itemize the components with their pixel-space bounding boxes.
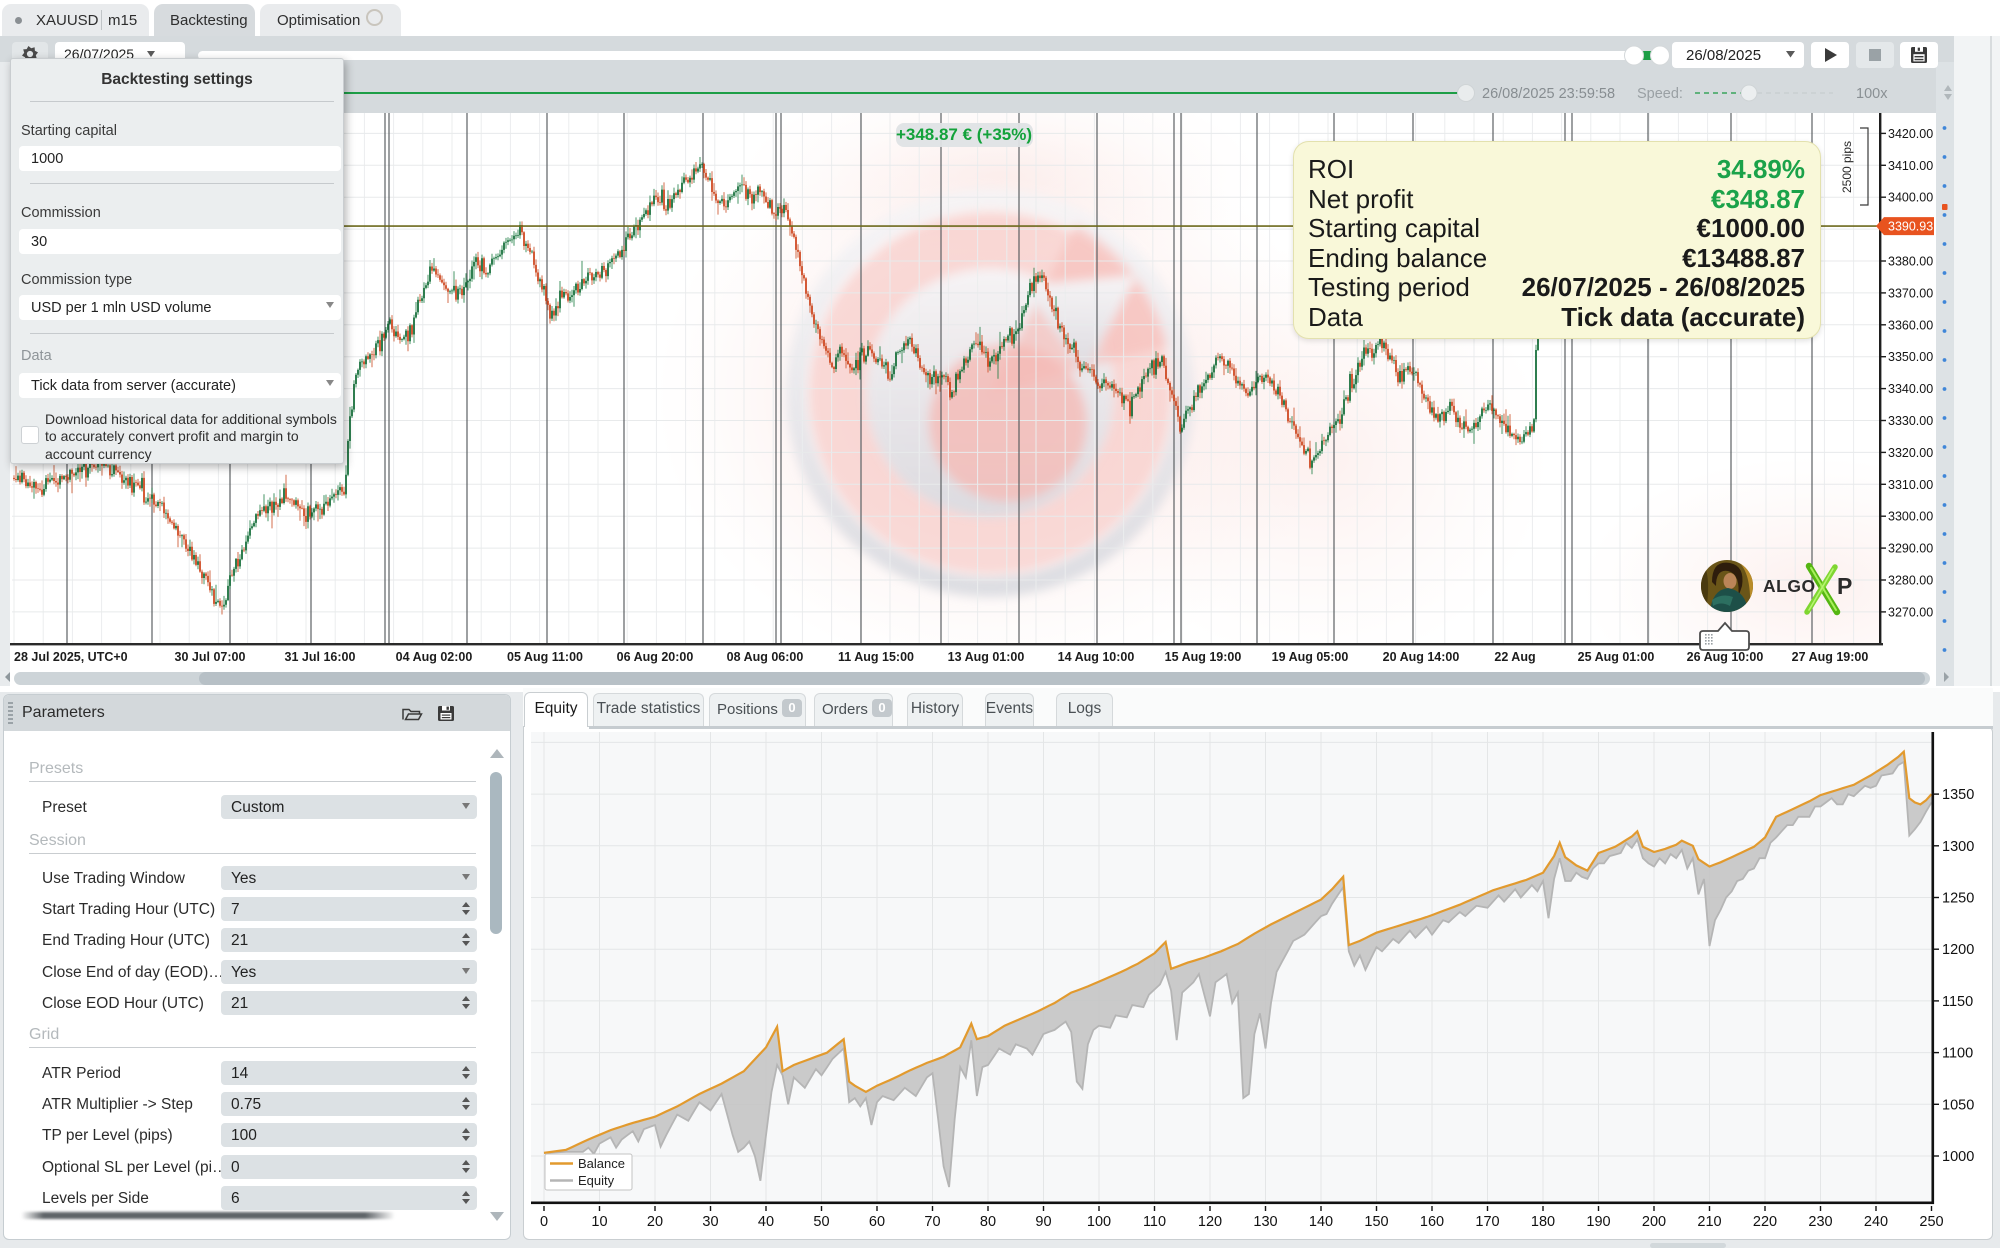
svg-text:19 Aug 05:00: 19 Aug 05:00 xyxy=(1272,650,1349,664)
svg-text:120: 120 xyxy=(1198,1214,1222,1230)
svg-text:+348.87 € (+35%): +348.87 € (+35%) xyxy=(896,125,1032,144)
svg-text:220: 220 xyxy=(1753,1214,1777,1230)
svg-text:0: 0 xyxy=(540,1214,548,1230)
svg-text:30: 30 xyxy=(702,1214,718,1230)
svg-text:1300: 1300 xyxy=(1942,839,1974,855)
svg-text:100: 100 xyxy=(1087,1214,1111,1230)
svg-text:50: 50 xyxy=(813,1214,829,1230)
svg-text:140: 140 xyxy=(1309,1214,1333,1230)
svg-text:26/08/2025 23:59:58: 26/08/2025 23:59:58 xyxy=(1482,86,1615,102)
svg-text:3270.00: 3270.00 xyxy=(1888,605,1933,619)
svg-text:27 Aug 19:00: 27 Aug 19:00 xyxy=(1792,650,1869,664)
svg-text:Speed:: Speed: xyxy=(1637,86,1683,102)
svg-text:3290.00: 3290.00 xyxy=(1888,542,1933,556)
svg-text:14 Aug 10:00: 14 Aug 10:00 xyxy=(1058,650,1135,664)
svg-text:25 Aug 01:00: 25 Aug 01:00 xyxy=(1578,650,1655,664)
svg-text:3340.00: 3340.00 xyxy=(1888,382,1933,396)
svg-text:05 Aug 11:00: 05 Aug 11:00 xyxy=(507,650,583,664)
svg-text:08 Aug 06:00: 08 Aug 06:00 xyxy=(727,650,804,664)
svg-text:15 Aug 19:00: 15 Aug 19:00 xyxy=(1165,650,1242,664)
svg-text:22 Aug: 22 Aug xyxy=(1494,650,1535,664)
svg-text:3370.00: 3370.00 xyxy=(1888,286,1933,300)
svg-text:170: 170 xyxy=(1475,1214,1499,1230)
svg-text:130: 130 xyxy=(1253,1214,1277,1230)
svg-text:04 Aug 02:00: 04 Aug 02:00 xyxy=(396,650,473,664)
svg-text:ALGO: ALGO xyxy=(1763,576,1816,596)
svg-text:3400.00: 3400.00 xyxy=(1888,191,1933,205)
svg-text:20 Aug 14:00: 20 Aug 14:00 xyxy=(1383,650,1460,664)
svg-text:Balance: Balance xyxy=(578,1156,625,1171)
svg-text:3390.93: 3390.93 xyxy=(1888,220,1933,234)
svg-text:1250: 1250 xyxy=(1942,891,1974,907)
svg-text:1050: 1050 xyxy=(1942,1097,1974,1113)
svg-text:70: 70 xyxy=(924,1214,940,1230)
svg-text:1100: 1100 xyxy=(1942,1046,1973,1062)
svg-text:230: 230 xyxy=(1808,1214,1832,1230)
svg-text:250: 250 xyxy=(1919,1214,1943,1230)
svg-text:1150: 1150 xyxy=(1942,994,1973,1010)
svg-text:30 Jul 07:00: 30 Jul 07:00 xyxy=(175,650,246,664)
svg-text:Equity: Equity xyxy=(578,1173,615,1188)
svg-text:2500 pips: 2500 pips xyxy=(1840,141,1854,193)
svg-text:3300.00: 3300.00 xyxy=(1888,510,1933,524)
svg-text:3310.00: 3310.00 xyxy=(1888,478,1933,492)
svg-text:P: P xyxy=(1837,573,1852,599)
svg-text:240: 240 xyxy=(1864,1214,1888,1230)
svg-text:06 Aug 20:00: 06 Aug 20:00 xyxy=(617,650,694,664)
svg-text:100x: 100x xyxy=(1856,86,1888,102)
svg-text:26/08/2025: 26/08/2025 xyxy=(1686,47,1761,64)
svg-text:11 Aug 15:00: 11 Aug 15:00 xyxy=(838,650,914,664)
svg-text:3420.00: 3420.00 xyxy=(1888,127,1933,141)
svg-text:110: 110 xyxy=(1143,1214,1166,1230)
svg-text:1350: 1350 xyxy=(1942,787,1974,803)
svg-text:20: 20 xyxy=(647,1214,663,1230)
svg-text:3280.00: 3280.00 xyxy=(1888,574,1933,588)
svg-text:3380.00: 3380.00 xyxy=(1888,255,1933,269)
svg-text:90: 90 xyxy=(1035,1214,1051,1230)
svg-text:150: 150 xyxy=(1364,1214,1388,1230)
svg-text:210: 210 xyxy=(1697,1214,1721,1230)
svg-text:3320.00: 3320.00 xyxy=(1888,446,1933,460)
svg-text:31 Jul 16:00: 31 Jul 16:00 xyxy=(285,650,356,664)
svg-text:180: 180 xyxy=(1531,1214,1555,1230)
svg-text:10: 10 xyxy=(591,1214,607,1230)
svg-text:3410.00: 3410.00 xyxy=(1888,159,1933,173)
svg-text:13 Aug 01:00: 13 Aug 01:00 xyxy=(948,650,1025,664)
svg-text:160: 160 xyxy=(1420,1214,1444,1230)
svg-text:200: 200 xyxy=(1642,1214,1666,1230)
svg-text:3360.00: 3360.00 xyxy=(1888,318,1933,332)
svg-text:40: 40 xyxy=(758,1214,774,1230)
svg-text:1200: 1200 xyxy=(1942,942,1974,958)
svg-text:26 Aug 10:00: 26 Aug 10:00 xyxy=(1687,650,1764,664)
svg-text:80: 80 xyxy=(980,1214,996,1230)
svg-text:190: 190 xyxy=(1586,1214,1610,1230)
svg-text:60: 60 xyxy=(869,1214,885,1230)
svg-text:3350.00: 3350.00 xyxy=(1888,350,1933,364)
svg-text:3330.00: 3330.00 xyxy=(1888,414,1933,428)
svg-text:1000: 1000 xyxy=(1942,1149,1974,1165)
svg-text:28 Jul 2025, UTC+0: 28 Jul 2025, UTC+0 xyxy=(14,650,128,664)
